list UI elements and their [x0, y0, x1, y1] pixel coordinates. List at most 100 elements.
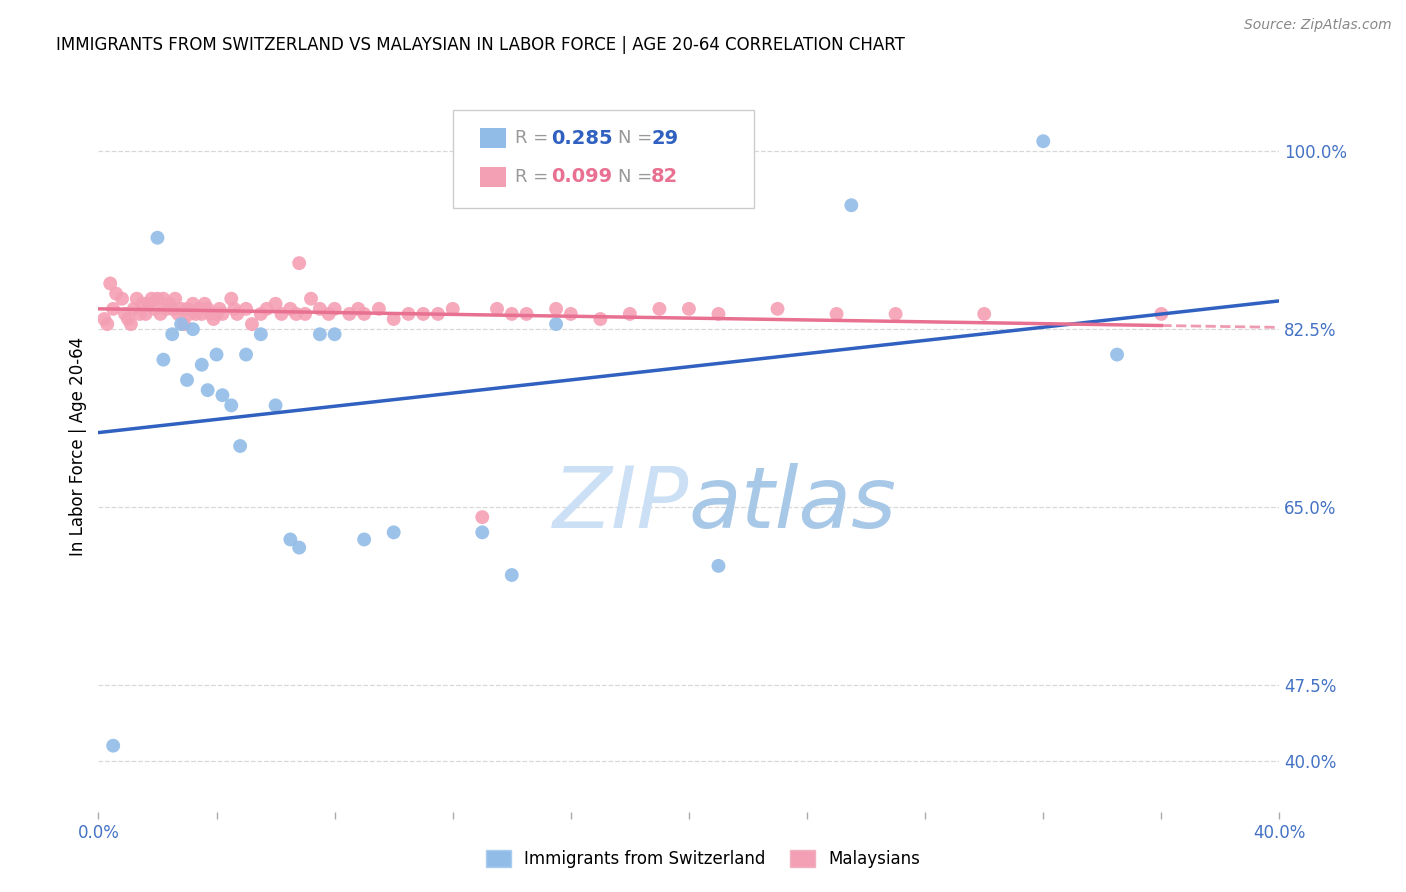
- Point: [398, 307, 420, 321]
- Point: [208, 301, 231, 316]
- Point: [288, 256, 311, 270]
- Point: [184, 307, 207, 321]
- Point: [648, 301, 671, 316]
- Point: [884, 307, 907, 321]
- Point: [501, 568, 523, 582]
- Point: [226, 307, 249, 321]
- Point: [973, 307, 995, 321]
- Point: [368, 301, 391, 316]
- Point: [143, 301, 166, 316]
- Point: [141, 292, 163, 306]
- Point: [229, 439, 252, 453]
- Point: [264, 398, 287, 412]
- Point: [125, 292, 148, 306]
- Point: [93, 312, 115, 326]
- Point: [546, 301, 568, 316]
- Point: [181, 297, 204, 311]
- Point: [197, 383, 219, 397]
- Point: [162, 301, 183, 316]
- Point: [441, 301, 464, 316]
- Point: [309, 327, 332, 342]
- Point: [146, 231, 169, 245]
- Point: [165, 292, 187, 306]
- Legend: Immigrants from Switzerland, Malaysians: Immigrants from Switzerland, Malaysians: [479, 843, 927, 875]
- Point: [138, 297, 160, 311]
- Point: [132, 297, 155, 311]
- Point: [191, 307, 214, 321]
- Point: [256, 301, 278, 316]
- Point: [309, 301, 332, 316]
- Point: [105, 286, 128, 301]
- Point: [194, 297, 217, 311]
- Point: [382, 525, 405, 540]
- Text: N =: N =: [619, 129, 658, 147]
- Text: atlas: atlas: [689, 463, 897, 546]
- Point: [211, 388, 233, 402]
- Point: [179, 307, 201, 321]
- Point: [157, 297, 180, 311]
- Point: [412, 307, 434, 321]
- Text: R =: R =: [516, 168, 554, 186]
- Point: [170, 317, 193, 331]
- Point: [486, 301, 509, 316]
- Point: [98, 277, 121, 291]
- Point: [1032, 134, 1054, 148]
- Point: [250, 307, 273, 321]
- Text: ZIP: ZIP: [553, 463, 689, 546]
- Point: [149, 307, 172, 321]
- Text: N =: N =: [619, 168, 658, 186]
- Point: [825, 307, 848, 321]
- Point: [96, 317, 118, 331]
- Point: [111, 292, 134, 306]
- Point: [619, 307, 641, 321]
- Point: [122, 301, 145, 316]
- Point: [323, 327, 346, 342]
- Point: [841, 198, 863, 212]
- Point: [224, 301, 246, 316]
- Point: [146, 292, 169, 306]
- Point: [347, 301, 370, 316]
- Point: [678, 301, 700, 316]
- Point: [471, 525, 494, 540]
- Point: [235, 347, 257, 362]
- Point: [299, 292, 322, 306]
- Point: [176, 301, 198, 316]
- Text: Source: ZipAtlas.com: Source: ZipAtlas.com: [1244, 18, 1392, 32]
- Point: [560, 307, 582, 321]
- Point: [1107, 347, 1129, 362]
- Point: [382, 312, 405, 326]
- Point: [200, 307, 222, 321]
- Point: [318, 307, 340, 321]
- Point: [288, 541, 311, 555]
- Point: [471, 510, 494, 524]
- Point: [264, 297, 287, 311]
- Text: 29: 29: [651, 128, 678, 147]
- Point: [240, 317, 263, 331]
- FancyBboxPatch shape: [453, 110, 754, 209]
- FancyBboxPatch shape: [479, 167, 506, 187]
- Point: [181, 322, 204, 336]
- Point: [173, 317, 195, 331]
- Point: [294, 307, 316, 321]
- Point: [280, 533, 302, 547]
- Point: [170, 301, 193, 316]
- Point: [103, 739, 125, 753]
- Point: [427, 307, 450, 321]
- Point: [516, 307, 538, 321]
- Point: [205, 347, 228, 362]
- Point: [211, 307, 233, 321]
- Point: [707, 307, 730, 321]
- Point: [353, 307, 375, 321]
- Point: [128, 307, 150, 321]
- Point: [187, 301, 209, 316]
- Y-axis label: In Labor Force | Age 20-64: In Labor Force | Age 20-64: [69, 336, 87, 556]
- Point: [114, 307, 136, 321]
- Point: [1150, 307, 1173, 321]
- Point: [135, 307, 157, 321]
- Point: [176, 373, 198, 387]
- Point: [766, 301, 789, 316]
- Point: [270, 307, 292, 321]
- Point: [120, 317, 142, 331]
- Point: [707, 558, 730, 573]
- Point: [197, 301, 219, 316]
